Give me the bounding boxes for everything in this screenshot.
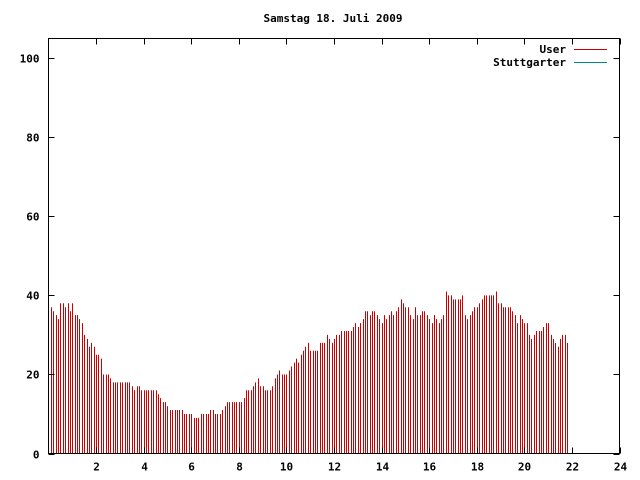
x-tick-label: 6 [188, 461, 195, 474]
x-tick-label: 2 [93, 461, 100, 474]
x-axis-ticks: 2 4 6 8 10 12 14 16 18 20 22 24 [93, 38, 628, 474]
x-tick-label: 16 [423, 461, 437, 474]
x-tick-label: 8 [236, 461, 243, 474]
y-tick-label: 100 [20, 53, 40, 66]
legend-label: Stuttgarter [493, 56, 566, 69]
x-tick-label: 10 [280, 461, 293, 474]
x-tick-label: 14 [376, 461, 390, 474]
plot-frame [48, 38, 620, 454]
x-tick-label: 4 [141, 461, 148, 474]
y-tick-label: 40 [26, 290, 39, 303]
chart-title: Samstag 18. Juli 2009 [263, 12, 402, 25]
x-tick-label: 22 [566, 461, 579, 474]
y-tick-label: 60 [26, 211, 39, 224]
legend-label: User [540, 43, 567, 56]
y-tick-label: 20 [26, 369, 39, 382]
y-axis-ticks: 0 20 40 60 80 100 [20, 53, 620, 462]
x-tick-label: 12 [328, 461, 341, 474]
y-tick-label: 80 [26, 132, 39, 145]
x-tick-label: 18 [471, 461, 484, 474]
x-tick-label: 24 [614, 461, 628, 474]
bars-group [51, 291, 568, 454]
x-tick-label: 20 [518, 461, 531, 474]
y-tick-label: 0 [33, 449, 40, 462]
